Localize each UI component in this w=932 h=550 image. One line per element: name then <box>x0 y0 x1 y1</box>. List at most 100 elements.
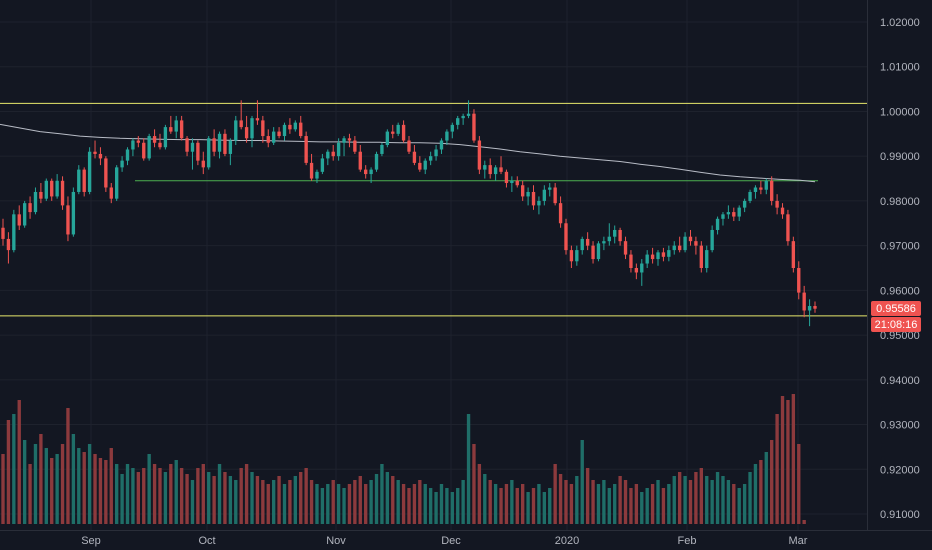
volume-bar <box>39 434 43 524</box>
candle-body <box>585 238 590 246</box>
candle-body <box>445 131 449 141</box>
horizontal-lines[interactable] <box>0 102 867 317</box>
time-axis[interactable]: Sep Oct Nov Dec 2020 Feb Mar <box>81 535 808 547</box>
candle-body <box>645 254 649 264</box>
volume-bar <box>82 452 86 524</box>
candle-body <box>461 115 465 119</box>
price-axis[interactable]: 1.02000 1.01000 1.00000 0.99000 0.98000 0.970… <box>880 17 920 521</box>
volume-bar <box>6 420 11 524</box>
volume-bar <box>347 484 352 524</box>
volume-bar <box>493 484 498 524</box>
price-tick-label: 0.99000 <box>880 151 920 163</box>
price-tick-label: 0.91000 <box>880 509 920 521</box>
volume-bar <box>152 464 157 524</box>
candle-body <box>336 142 341 157</box>
volume-bar <box>461 480 465 524</box>
volume-bar <box>158 468 162 524</box>
volume-bar <box>677 472 682 524</box>
candle-body <box>558 203 563 224</box>
candle-body <box>212 138 216 152</box>
volume-bar <box>309 480 314 524</box>
candle-body <box>39 191 43 199</box>
candle-body <box>591 245 595 260</box>
candle-body <box>190 142 195 152</box>
volume-bar <box>596 484 601 524</box>
volume-bar <box>791 394 796 524</box>
candle-body <box>158 142 162 148</box>
volume-bar <box>244 464 249 524</box>
volume-bar <box>331 480 335 524</box>
candle-body <box>401 124 406 141</box>
volume-bar <box>645 488 649 524</box>
volume-bar <box>212 476 216 524</box>
volume-bar <box>190 480 195 524</box>
volume-bar <box>764 452 768 524</box>
volume-bar <box>196 468 200 524</box>
candle-body <box>629 254 633 268</box>
volume-bar <box>44 448 48 524</box>
candle-body <box>715 218 720 230</box>
candle-body <box>374 153 379 170</box>
candle-body <box>613 229 617 237</box>
candle-body <box>17 214 21 226</box>
volume-bar <box>521 484 525 524</box>
volume-bar <box>629 488 633 524</box>
volume-bar <box>748 472 752 524</box>
volume-bar <box>797 444 801 524</box>
grid <box>0 0 867 530</box>
volume-bar <box>364 484 368 524</box>
candle-body <box>753 187 758 192</box>
volume-bar <box>87 444 92 524</box>
volume-bar <box>667 484 671 524</box>
candle-body <box>234 120 238 141</box>
volume-bar <box>255 476 260 524</box>
volume-bar <box>201 464 205 524</box>
volume-bar <box>483 474 487 524</box>
volume-bar <box>217 464 222 524</box>
price-tick-label: 1.00000 <box>880 106 920 118</box>
volume-bar <box>428 488 433 524</box>
candle-body <box>331 151 335 157</box>
volume-bar <box>358 476 362 524</box>
volume-bar <box>271 480 276 524</box>
candle-body <box>580 238 584 251</box>
volume-bar <box>439 484 444 524</box>
candle-body <box>109 187 113 199</box>
candle-body <box>737 207 741 217</box>
candle-body <box>742 200 747 208</box>
volume-bar <box>623 480 628 524</box>
volume-bar <box>780 396 785 524</box>
volume-bar <box>537 484 541 524</box>
candle-body <box>732 212 736 217</box>
volume-bar <box>142 468 146 524</box>
volume-bar <box>721 476 725 524</box>
candle-body <box>488 165 492 175</box>
volume-bar <box>786 400 790 524</box>
volume-bar <box>445 488 449 524</box>
volume-bar <box>661 488 666 524</box>
time-tick-label: Dec <box>441 535 461 547</box>
candle-body <box>807 306 812 311</box>
candle-body <box>223 133 227 154</box>
candle-body <box>104 158 108 188</box>
volume-bar <box>770 440 774 524</box>
candle-body <box>142 142 146 159</box>
volume-bar <box>250 472 254 524</box>
candle-body <box>786 214 790 242</box>
price-tick-label: 0.95000 <box>880 330 920 342</box>
volume-bar <box>504 484 509 524</box>
candle-body <box>71 191 76 235</box>
volume-bar <box>634 484 639 524</box>
candle-body <box>266 136 270 143</box>
candle-body <box>309 162 314 179</box>
volume-bar <box>613 484 617 524</box>
candle-body <box>667 250 671 257</box>
candle-body <box>364 169 368 175</box>
candle-body <box>537 200 541 206</box>
volume-bar <box>104 460 108 524</box>
price-tick-label: 0.98000 <box>880 196 920 208</box>
volume-bar <box>136 472 141 524</box>
volume-bar <box>207 472 211 524</box>
